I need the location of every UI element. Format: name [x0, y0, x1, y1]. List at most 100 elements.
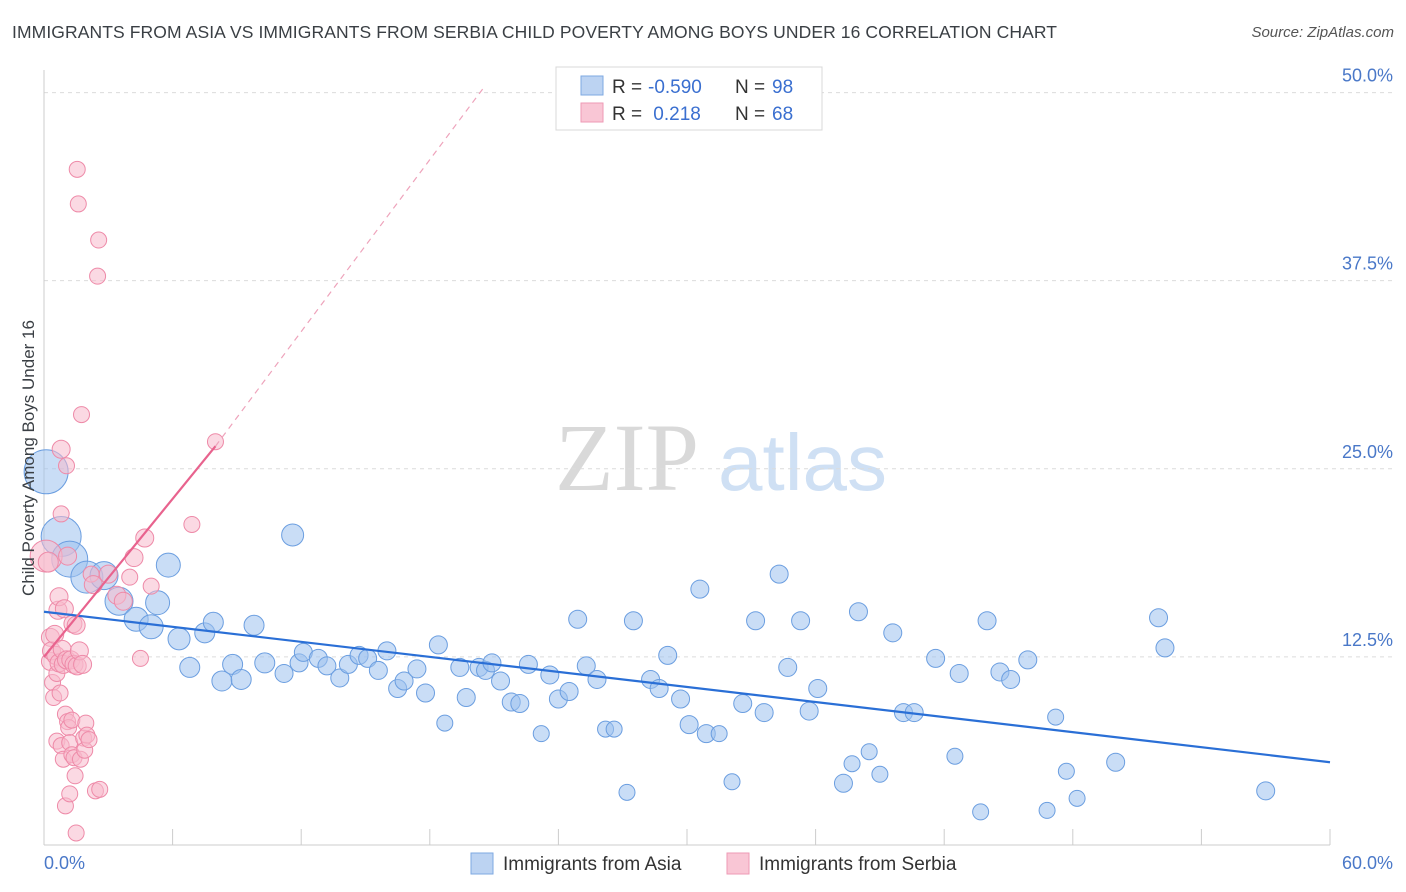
- watermark-zip: ZIP: [555, 404, 699, 511]
- asia-point: [926, 648, 946, 668]
- asia-point: [1047, 708, 1065, 726]
- asia-point: [754, 703, 774, 723]
- y-tick-label: 12.5%: [1342, 630, 1393, 650]
- asia-point: [540, 665, 560, 685]
- serbia-point: [131, 649, 149, 667]
- serbia-point: [183, 515, 201, 533]
- serbia-point: [68, 160, 86, 178]
- asia-point: [243, 614, 265, 636]
- asia-point: [1038, 801, 1056, 819]
- asia-point: [860, 743, 878, 761]
- asia-point: [791, 611, 811, 631]
- legend-swatch-asia: [580, 75, 604, 96]
- bottom-legend-swatch-asia: [470, 852, 494, 875]
- trend-lines: [43, 87, 1331, 764]
- asia-point: [1106, 752, 1126, 772]
- asia-point: [559, 682, 579, 702]
- asia-point: [1068, 789, 1086, 807]
- serbia-point: [58, 457, 76, 475]
- asia-point: [871, 765, 889, 783]
- serbia-point: [90, 231, 108, 249]
- serbia-point: [67, 824, 85, 842]
- source-label: Source: ZipAtlas.com: [1251, 24, 1394, 41]
- asia-point: [949, 663, 969, 683]
- y-axis-label: Child Poverty Among Boys Under 16: [19, 320, 38, 596]
- asia-point: [977, 611, 997, 631]
- serbia-trend-extension: [214, 87, 484, 447]
- asia-point: [254, 652, 276, 674]
- asia-point: [808, 678, 828, 698]
- serbia-point: [73, 406, 91, 424]
- asia-point: [848, 602, 868, 622]
- x-tick-label-max: 60.0%: [1342, 853, 1393, 873]
- serbia-point: [124, 548, 144, 568]
- serbia-point: [113, 591, 133, 611]
- serbia-trend-line: [43, 445, 217, 658]
- series-serbia-points: [29, 160, 224, 842]
- serbia-point: [80, 731, 98, 749]
- asia-point: [587, 669, 607, 689]
- serbia-point: [51, 439, 71, 459]
- x-tick-marks: [43, 829, 1331, 845]
- legend-r-label-asia: R =: [612, 77, 642, 98]
- asia-point: [368, 660, 388, 680]
- bottom-legend-label-asia: Immigrants from Asia: [503, 854, 682, 875]
- asia-point: [179, 656, 201, 678]
- asia-point: [843, 755, 861, 773]
- asia-point: [769, 564, 789, 584]
- asia-point: [623, 611, 643, 631]
- asia-point: [532, 725, 550, 743]
- bottom-legend-label-serbia: Immigrants from Serbia: [759, 854, 957, 875]
- asia-point: [690, 579, 710, 599]
- asia-point: [658, 645, 678, 665]
- asia-point: [710, 725, 728, 743]
- serbia-point: [135, 528, 155, 548]
- legend-n-value-asia: 98: [772, 77, 793, 98]
- asia-point: [605, 720, 623, 738]
- asia-point: [155, 552, 181, 578]
- asia-point: [456, 688, 476, 708]
- asia-point: [723, 773, 741, 791]
- asia-point: [317, 656, 337, 676]
- grid-lines: [44, 92, 1393, 658]
- legend-n-label-serbia: N =: [735, 104, 765, 125]
- series-legend: Immigrants from Asia Immigrants from Ser…: [470, 852, 957, 875]
- asia-point: [518, 654, 538, 674]
- asia-point: [1149, 608, 1169, 628]
- legend-n-value-serbia: 68: [772, 104, 793, 125]
- serbia-point: [121, 568, 139, 586]
- serbia-point: [52, 505, 70, 523]
- asia-point: [491, 671, 511, 691]
- asia-point: [1057, 762, 1075, 780]
- asia-point: [167, 627, 191, 651]
- asia-trend-line: [43, 610, 1331, 764]
- serbia-point: [73, 654, 93, 674]
- serbia-point: [69, 195, 87, 213]
- chart-title: IMMIGRANTS FROM ASIA VS IMMIGRANTS FROM …: [12, 22, 1058, 42]
- asia-point: [679, 715, 699, 735]
- bottom-legend-swatch-serbia: [726, 852, 750, 875]
- asia-point: [618, 783, 636, 801]
- y-tick-label: 37.5%: [1342, 254, 1393, 274]
- asia-point: [1256, 781, 1276, 801]
- asia-point: [972, 803, 990, 821]
- serbia-point: [206, 433, 224, 451]
- asia-point: [568, 609, 588, 629]
- legend-swatch-serbia: [580, 102, 604, 123]
- asia-point: [407, 659, 427, 679]
- asia-point: [746, 611, 766, 631]
- serbia-point: [98, 564, 118, 584]
- serbia-point: [89, 267, 107, 285]
- asia-point: [202, 611, 224, 633]
- asia-point: [274, 663, 294, 683]
- series-asia-points: [23, 449, 1276, 821]
- serbia-point: [63, 711, 81, 729]
- asia-point: [778, 657, 798, 677]
- asia-point: [733, 694, 753, 714]
- serbia-point: [91, 780, 109, 798]
- y-tick-labels: 12.5% 25.0% 37.5% 50.0%: [1342, 66, 1393, 650]
- stats-legend: R = -0.590 N = 98 R = 0.218 N = 68: [555, 66, 823, 131]
- serbia-point: [58, 546, 78, 566]
- asia-point: [946, 747, 964, 765]
